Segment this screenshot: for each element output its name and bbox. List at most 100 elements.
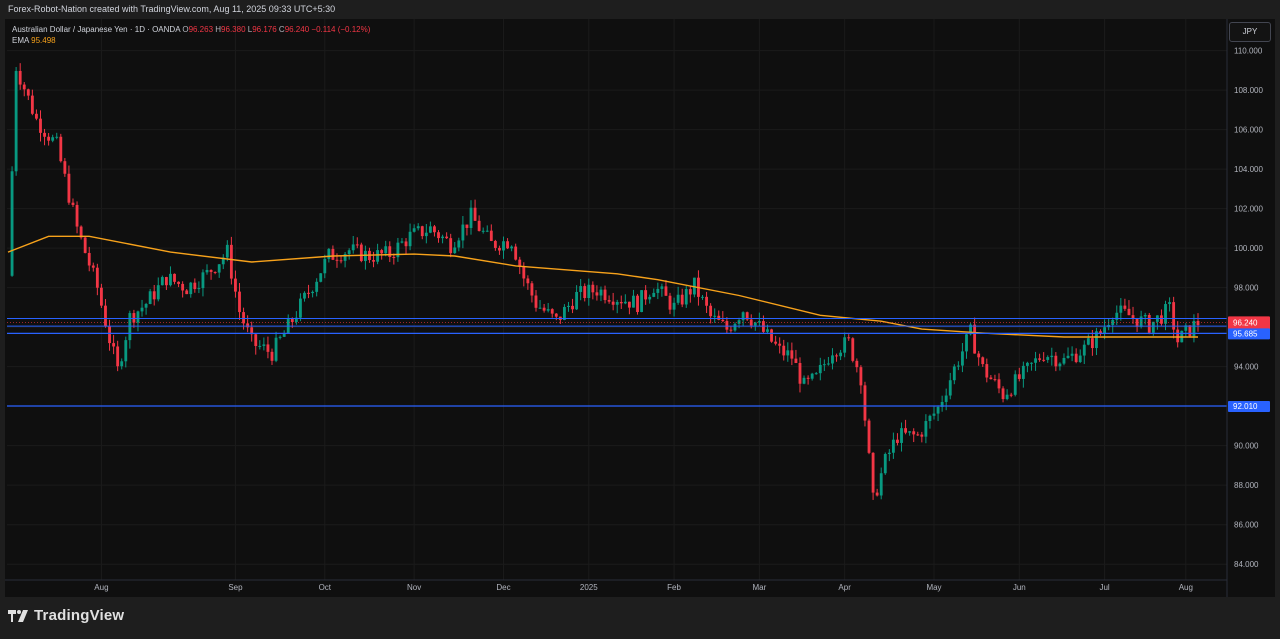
time-tick-label: 2025	[580, 583, 598, 592]
chart-legend: Australian Dollar / Japanese Yen · 1D · …	[12, 24, 370, 46]
candle-body	[311, 291, 315, 294]
candle-body	[701, 296, 704, 298]
candle-body	[936, 406, 940, 414]
candle-body	[745, 312, 749, 320]
candle-body	[912, 431, 916, 435]
candle-body	[997, 379, 1001, 389]
candle-body	[242, 312, 245, 324]
candle-body	[396, 242, 400, 258]
candle-body	[603, 289, 607, 301]
time-tick-label: Apr	[838, 583, 851, 592]
candle-body	[10, 171, 14, 276]
candle-body	[883, 454, 887, 474]
candle-body	[826, 363, 830, 365]
candle-body	[481, 230, 485, 232]
tradingview-logo-icon	[8, 609, 28, 622]
candle-body	[989, 377, 993, 380]
candle-body	[863, 385, 867, 421]
candle-body	[1070, 353, 1074, 356]
candle-body	[932, 413, 936, 416]
candle-body	[63, 161, 67, 174]
candle-body	[225, 244, 229, 258]
candle-body	[1058, 363, 1062, 367]
candle-body	[404, 241, 408, 247]
candle-body	[428, 226, 432, 233]
candle-body	[1143, 314, 1147, 317]
candle-body	[254, 334, 258, 346]
candle-body	[1082, 344, 1086, 356]
candle-body	[664, 286, 668, 296]
candle-body	[1001, 388, 1005, 400]
candle-body	[1046, 357, 1050, 360]
candle-body	[1168, 302, 1171, 305]
legend-ema-label: EMA	[12, 36, 29, 45]
time-tick-label: May	[926, 583, 941, 592]
candle-body	[1160, 315, 1163, 324]
candle-body	[786, 350, 790, 356]
candle-body	[148, 291, 152, 305]
level-price-label-box	[1228, 400, 1270, 412]
time-tick-label: Aug	[1179, 583, 1193, 592]
candle-body	[526, 278, 530, 284]
candle-body	[136, 311, 140, 323]
candle-body	[339, 260, 343, 262]
candle-body	[774, 341, 778, 344]
candle-body	[258, 345, 262, 347]
candle-body	[1139, 316, 1143, 327]
candle-body	[453, 247, 457, 254]
currency-button[interactable]: JPY	[1229, 22, 1271, 42]
candle-body	[160, 277, 164, 286]
price-tick-label: 108.000	[1234, 86, 1263, 95]
candle-body	[887, 452, 891, 455]
time-tick-label: Dec	[496, 583, 510, 592]
candle-body	[1164, 304, 1167, 324]
candle-body	[709, 305, 713, 317]
candle-body	[270, 351, 274, 361]
candle-body	[692, 277, 696, 295]
candle-body	[875, 492, 879, 496]
candle-body	[981, 357, 985, 365]
candle-body	[518, 259, 522, 267]
candle-body	[193, 282, 197, 290]
candle-body	[104, 305, 107, 327]
candle-body	[347, 250, 351, 255]
candle-body	[530, 283, 534, 296]
candle-body	[294, 317, 298, 323]
legend-close-label: C	[278, 25, 285, 34]
candle-body	[1184, 325, 1188, 331]
candle-body	[1192, 320, 1196, 337]
candle-body	[510, 246, 514, 249]
candle-body	[806, 377, 810, 379]
candle-body	[262, 344, 266, 346]
candle-body	[599, 289, 603, 296]
price-tick-label: 88.000	[1234, 481, 1259, 490]
chart-frame[interactable]	[5, 19, 1275, 597]
candle-body	[595, 292, 599, 296]
candle-body	[965, 334, 968, 352]
candle-body	[741, 312, 745, 321]
candle-body	[879, 473, 883, 496]
candle-body	[112, 343, 116, 347]
candle-body	[319, 273, 323, 282]
candle-body	[493, 240, 497, 248]
price-tick-label: 110.000	[1234, 47, 1263, 56]
candle-body	[209, 269, 213, 272]
candle-body	[26, 89, 30, 96]
candle-body	[185, 290, 189, 295]
candle-body	[323, 258, 327, 274]
candle-body	[238, 291, 241, 313]
candle-body	[940, 401, 944, 407]
price-axis-background[interactable]	[1227, 19, 1275, 597]
legend-ema-value: 95.498	[31, 36, 56, 45]
candle-body	[814, 373, 818, 375]
candle-body	[961, 351, 964, 366]
candle-body	[363, 250, 367, 262]
candle-body	[924, 421, 928, 437]
last-price-label: 96.240	[1233, 318, 1258, 327]
credit-text: Forex-Robot-Nation created with TradingV…	[8, 4, 336, 14]
candle-body	[412, 228, 416, 232]
candle-body	[380, 250, 384, 254]
candle-body	[916, 434, 920, 436]
candle-body	[1030, 362, 1033, 364]
